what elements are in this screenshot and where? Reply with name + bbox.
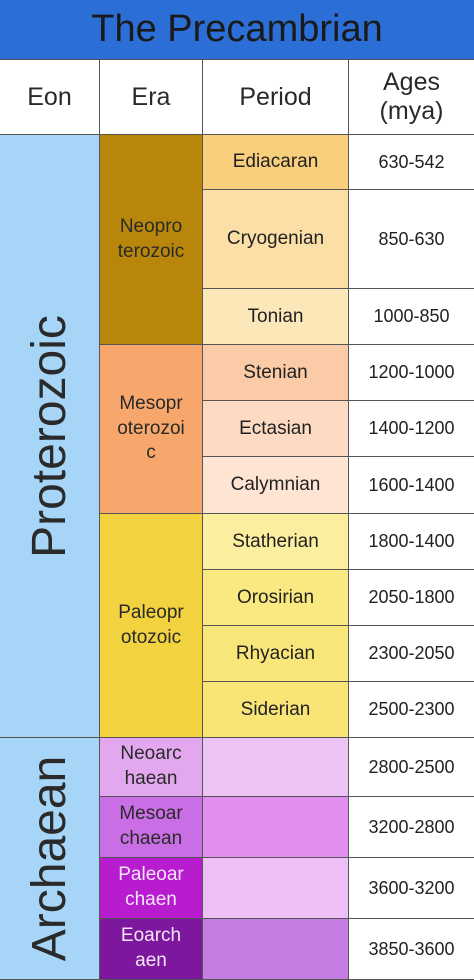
ages-cell: 2050-1800: [349, 570, 474, 626]
era-name-line: Neoarc: [120, 743, 182, 765]
ages-value: 2500-2300: [368, 699, 455, 719]
ages-cell: 2500-2300: [349, 682, 474, 738]
eon-name: Proterozoic: [23, 314, 77, 558]
header-era: Era: [100, 60, 203, 135]
ages-value: 1800-1400: [368, 531, 455, 551]
period-cell: Stenian: [203, 345, 349, 401]
era-name-line: chaean: [119, 828, 183, 849]
period-name: Ediacaran: [232, 151, 319, 172]
period-cell: Rhyacian: [203, 626, 349, 682]
era-cell: Neopro terozoic: [100, 135, 203, 345]
period-cell: Calymnian: [203, 457, 349, 514]
era-name-line: Paleopr: [118, 601, 184, 623]
header-period-label: Period: [239, 82, 312, 111]
period-name: Ectasian: [239, 417, 312, 439]
era-cell: Mesoar chaean: [100, 797, 203, 858]
period-cell: [203, 797, 349, 858]
period-cell: [203, 858, 349, 919]
page-title: The Precambrian: [0, 0, 474, 60]
eon-cell: Proterozoic: [0, 135, 100, 738]
period-cell: Cryogenian: [203, 190, 349, 289]
ages-cell: 2300-2050: [349, 626, 474, 682]
period-cell: Ectasian: [203, 401, 349, 457]
ages-cell: 3600-3200: [349, 858, 474, 919]
period-name: Cryogenian: [226, 228, 325, 249]
era-name-line: haean: [124, 768, 178, 789]
page-title-text: The Precambrian: [91, 8, 383, 50]
period-cell: Orosirian: [203, 570, 349, 626]
era-name-line: chaen: [125, 889, 177, 910]
ages-cell: 2800-2500: [349, 738, 474, 797]
period-name: Orosirian: [236, 586, 315, 608]
era-name-line: otozoic: [120, 626, 182, 648]
ages-cell: 850-630: [349, 190, 474, 289]
period-name: Statherian: [232, 530, 319, 552]
era-cell: Paleopr otozoic: [100, 514, 203, 738]
period-cell: Siderian: [203, 682, 349, 738]
era-name-line: Mesoar: [119, 803, 183, 825]
header-ages: Ages (mya): [349, 60, 474, 135]
period-cell: [203, 738, 349, 797]
ages-value: 630-542: [378, 151, 445, 172]
ages-cell: 630-542: [349, 135, 474, 190]
eon-cell: Archaean: [0, 738, 100, 980]
era-name-line: c: [146, 442, 156, 464]
header-era-label: Era: [131, 82, 171, 111]
ages-cell: 1800-1400: [349, 514, 474, 570]
era-cell: Eoarch aen: [100, 919, 203, 980]
era-name-line: Eoarch: [120, 925, 182, 947]
ages-value: 3850-3600: [368, 938, 455, 959]
ages-cell: 1200-1000: [349, 345, 474, 401]
ages-value: 2050-1800: [368, 587, 455, 607]
era-name-line: aen: [135, 950, 167, 971]
eon-name: Archaean: [23, 755, 77, 962]
ages-cell: 1400-1200: [349, 401, 474, 457]
ages-cell: 1000-850: [349, 289, 474, 345]
ages-value: 3200-2800: [368, 816, 455, 837]
ages-value: 2800-2500: [368, 756, 455, 777]
period-name: Stenian: [243, 361, 308, 383]
era-name-line: oterozoi: [117, 417, 185, 439]
header-period: Period: [203, 60, 349, 135]
era-name-line: terozoic: [117, 240, 185, 262]
era-name-line: Paleoar: [118, 864, 184, 886]
period-cell: Ediacaran: [203, 135, 349, 190]
header-eon-label: Eon: [27, 82, 72, 111]
ages-cell: 3850-3600: [349, 919, 474, 980]
ages-value: 3600-3200: [368, 877, 455, 898]
era-cell: Mesopr oterozoi c: [100, 345, 203, 514]
era-name-line: Neopro: [119, 215, 183, 237]
header-eon: Eon: [0, 60, 100, 135]
period-name: Tonian: [247, 305, 304, 327]
period-name: Calymnian: [230, 474, 321, 495]
ages-value: 1400-1200: [368, 418, 455, 438]
ages-value: 850-630: [378, 228, 445, 249]
header-ages-label: Ages: [383, 68, 440, 97]
era-cell: Paleoar chaen: [100, 858, 203, 919]
ages-value: 1200-1000: [368, 362, 455, 382]
header-ages-unit: (mya): [379, 97, 444, 125]
ages-cell: 3200-2800: [349, 797, 474, 858]
period-cell: Statherian: [203, 514, 349, 570]
ages-value: 1000-850: [373, 306, 450, 326]
era-cell: Neoarc haean: [100, 738, 203, 797]
period-name: Siderian: [240, 698, 311, 720]
period-name: Rhyacian: [235, 642, 316, 664]
period-cell: Tonian: [203, 289, 349, 345]
ages-value: 1600-1400: [368, 474, 455, 495]
ages-value: 2300-2050: [368, 643, 455, 663]
era-name-line: Mesopr: [119, 392, 183, 414]
ages-cell: 1600-1400: [349, 457, 474, 514]
period-cell: [203, 919, 349, 980]
